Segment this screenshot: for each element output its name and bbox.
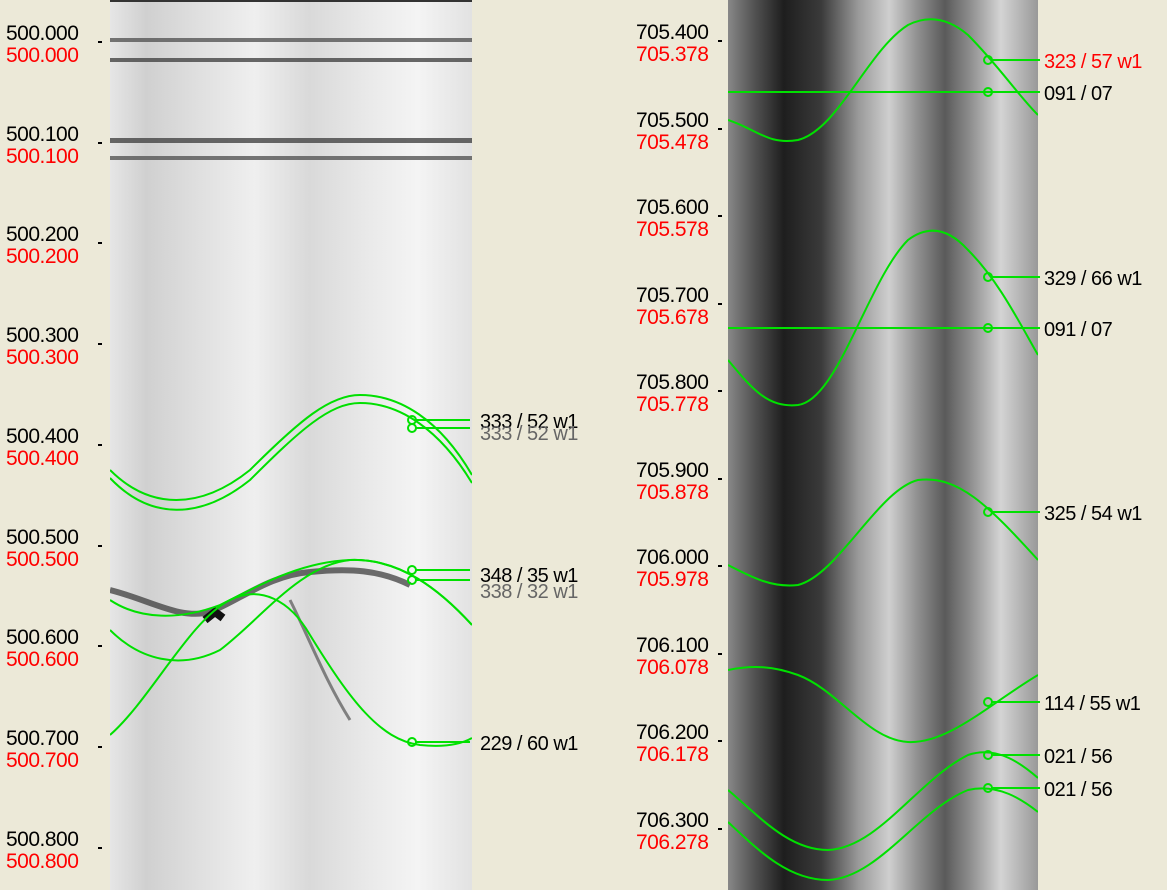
- depth-label-measured: 500.700: [6, 726, 79, 750]
- depth-label-measured: 705.600: [636, 196, 709, 219]
- depth-label-measured: 500.400: [6, 424, 79, 448]
- left-log-image: [110, 0, 472, 890]
- depth-tick: [98, 443, 102, 446]
- fracture-band: [110, 138, 472, 143]
- sinusoid-329-66[interactable]: [728, 229, 1038, 407]
- depth-tick: [718, 215, 722, 217]
- left-log-canvas: [110, 0, 472, 890]
- right-log-image: [728, 0, 1038, 890]
- depth-label-measured: 706.200: [636, 721, 709, 744]
- depth-label-measured: 705.500: [636, 108, 709, 132]
- left-log-panel: 500.000 500.000 500.100 500.100 500.200 500.2…: [0, 0, 578, 890]
- right-depth-scale: 705.400 705.378 705.500 705.478 705.600 705.5…: [630, 0, 730, 890]
- depth-label-measured: 706.300: [636, 808, 709, 832]
- depth-tick: [718, 390, 722, 392]
- sinusoid-114-55[interactable]: [728, 666, 1038, 744]
- depth-label-measured: 706.100: [636, 633, 709, 657]
- depth-label-true: 706.078: [636, 655, 709, 679]
- depth-tick: [98, 645, 102, 648]
- fracture-band: [110, 58, 472, 62]
- depth-label-measured: 500.500: [6, 525, 79, 549]
- left-annotation-leaders: [407, 415, 470, 747]
- sinusoid-323-57[interactable]: [728, 18, 1038, 142]
- depth-label-true: 500.200: [6, 245, 79, 269]
- left-depth-scale: 500.000 500.000 500.100 500.100 500.200 500.2…: [0, 0, 110, 890]
- dip-annotation[interactable]: 091 / 07: [1044, 319, 1113, 341]
- right-annotation-leaders: [983, 55, 1040, 793]
- depth-label-measured: 705.800: [636, 371, 709, 394]
- depth-label-true: 706.178: [636, 743, 709, 766]
- depth-label-measured: 500.300: [6, 324, 79, 348]
- right-image-log[interactable]: [728, 0, 1038, 890]
- depth-tick: [718, 827, 722, 830]
- fracture-band: [110, 156, 472, 160]
- depth-label-true: 500.400: [6, 446, 79, 470]
- fracture-band: [110, 38, 472, 42]
- dip-annotation[interactable]: 329 / 66 w1: [1044, 268, 1142, 290]
- depth-tick: [718, 40, 722, 42]
- depth-label-measured: 705.400: [636, 21, 709, 44]
- depth-label-true: 705.878: [636, 480, 709, 504]
- dip-annotation[interactable]: 229 / 60 w1: [480, 733, 578, 755]
- right-sinusoid-group: [728, 18, 1038, 882]
- depth-tick: [98, 141, 102, 144]
- depth-label-true: 706.278: [636, 830, 709, 854]
- dip-annotation[interactable]: 333 / 52 w1: [480, 411, 578, 433]
- depth-label-true: 705.678: [636, 305, 709, 329]
- depth-label-true: 705.478: [636, 130, 709, 154]
- depth-tick: [718, 302, 722, 305]
- depth-label-true: 500.500: [6, 547, 79, 571]
- depth-label-true: 500.300: [6, 346, 79, 370]
- dip-annotation[interactable]: 348 / 35 w1: [480, 565, 578, 587]
- depth-tick: [718, 652, 722, 655]
- depth-tick: [98, 343, 102, 346]
- depth-label-measured: 500.800: [6, 827, 79, 851]
- depth-tick: [718, 477, 722, 480]
- depth-label-measured: 500.200: [6, 223, 79, 247]
- depth-label-true: 500.600: [6, 648, 79, 672]
- depth-tick: [718, 127, 722, 130]
- depth-tick: [718, 740, 722, 742]
- depth-label-true: 500.700: [6, 748, 79, 772]
- depth-tick: [98, 846, 102, 849]
- dip-annotation[interactable]: 333 / 52 w1: [480, 423, 578, 445]
- depth-tick: [98, 41, 102, 43]
- fracture-trace: [110, 567, 412, 617]
- dip-annotation[interactable]: 325 / 54 w1: [1044, 503, 1142, 525]
- depth-label-measured: 500.600: [6, 626, 79, 650]
- right-log-panel: 705.400 705.378 705.500 705.478 705.600 705.5…: [630, 0, 1167, 890]
- depth-label-true: 500.100: [6, 144, 79, 168]
- depth-label-measured: 500.100: [6, 122, 79, 146]
- depth-tick: [98, 745, 102, 748]
- dip-annotation[interactable]: 338 / 32 w1: [480, 581, 578, 603]
- depth-tick: [98, 242, 102, 245]
- sinusoid-333-52-a[interactable]: [110, 393, 472, 501]
- depth-label-measured: 706.000: [636, 546, 709, 569]
- dip-annotation[interactable]: 021 / 56: [1044, 746, 1113, 768]
- depth-label-measured: 500.000: [6, 22, 79, 45]
- depth-label-measured: 705.900: [636, 458, 709, 482]
- depth-label-true: 705.578: [636, 218, 709, 241]
- depth-label-measured: 705.700: [636, 283, 709, 307]
- depth-label-true: 705.778: [636, 393, 709, 416]
- dip-annotation[interactable]: 114 / 55 w1: [1044, 693, 1141, 715]
- depth-label-true: 705.978: [636, 568, 709, 591]
- sinusoid-325-54[interactable]: [728, 478, 1038, 587]
- right-log-canvas: [728, 0, 1038, 890]
- dip-annotation[interactable]: 091 / 07: [1044, 83, 1113, 105]
- depth-tick: [718, 565, 722, 567]
- sinusoid-021-56-b[interactable]: [728, 787, 1038, 882]
- depth-tick: [98, 544, 102, 547]
- sinusoid-333-52-b[interactable]: [110, 401, 472, 511]
- fracture-trace: [288, 599, 352, 721]
- depth-label-true: 500.800: [6, 849, 79, 873]
- depth-label-true: 500.000: [6, 44, 79, 67]
- left-image-log[interactable]: [110, 0, 472, 890]
- depth-label-true: 705.378: [636, 43, 709, 66]
- dip-annotation[interactable]: 021 / 56: [1044, 779, 1113, 801]
- dip-annotation[interactable]: 323 / 57 w1: [1044, 51, 1142, 73]
- sinusoid-229-60[interactable]: [110, 593, 472, 747]
